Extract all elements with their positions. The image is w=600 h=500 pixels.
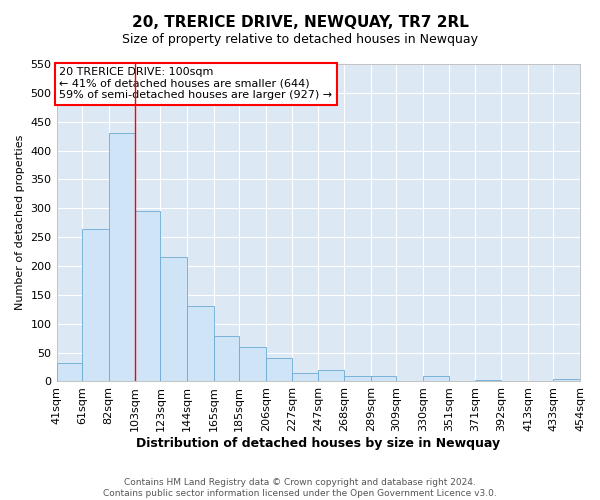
Text: 20 TRERICE DRIVE: 100sqm
← 41% of detached houses are smaller (644)
59% of semi-: 20 TRERICE DRIVE: 100sqm ← 41% of detach… <box>59 67 332 100</box>
Bar <box>214 336 239 382</box>
Bar <box>344 376 371 382</box>
Bar <box>292 373 317 382</box>
Bar <box>56 363 82 382</box>
Bar <box>266 358 292 382</box>
Bar <box>475 380 502 382</box>
Text: Contains HM Land Registry data © Crown copyright and database right 2024.
Contai: Contains HM Land Registry data © Crown c… <box>103 478 497 498</box>
Bar <box>109 134 135 382</box>
Bar <box>317 370 344 382</box>
Bar <box>371 376 396 382</box>
X-axis label: Distribution of detached houses by size in Newquay: Distribution of detached houses by size … <box>136 437 500 450</box>
Bar <box>187 306 214 382</box>
Bar <box>160 258 187 382</box>
Bar <box>82 228 109 382</box>
Text: Size of property relative to detached houses in Newquay: Size of property relative to detached ho… <box>122 32 478 46</box>
Bar <box>239 347 266 382</box>
Bar <box>423 376 449 382</box>
Bar <box>135 211 160 382</box>
Text: 20, TRERICE DRIVE, NEWQUAY, TR7 2RL: 20, TRERICE DRIVE, NEWQUAY, TR7 2RL <box>131 15 469 30</box>
Bar <box>553 379 580 382</box>
Y-axis label: Number of detached properties: Number of detached properties <box>15 135 25 310</box>
